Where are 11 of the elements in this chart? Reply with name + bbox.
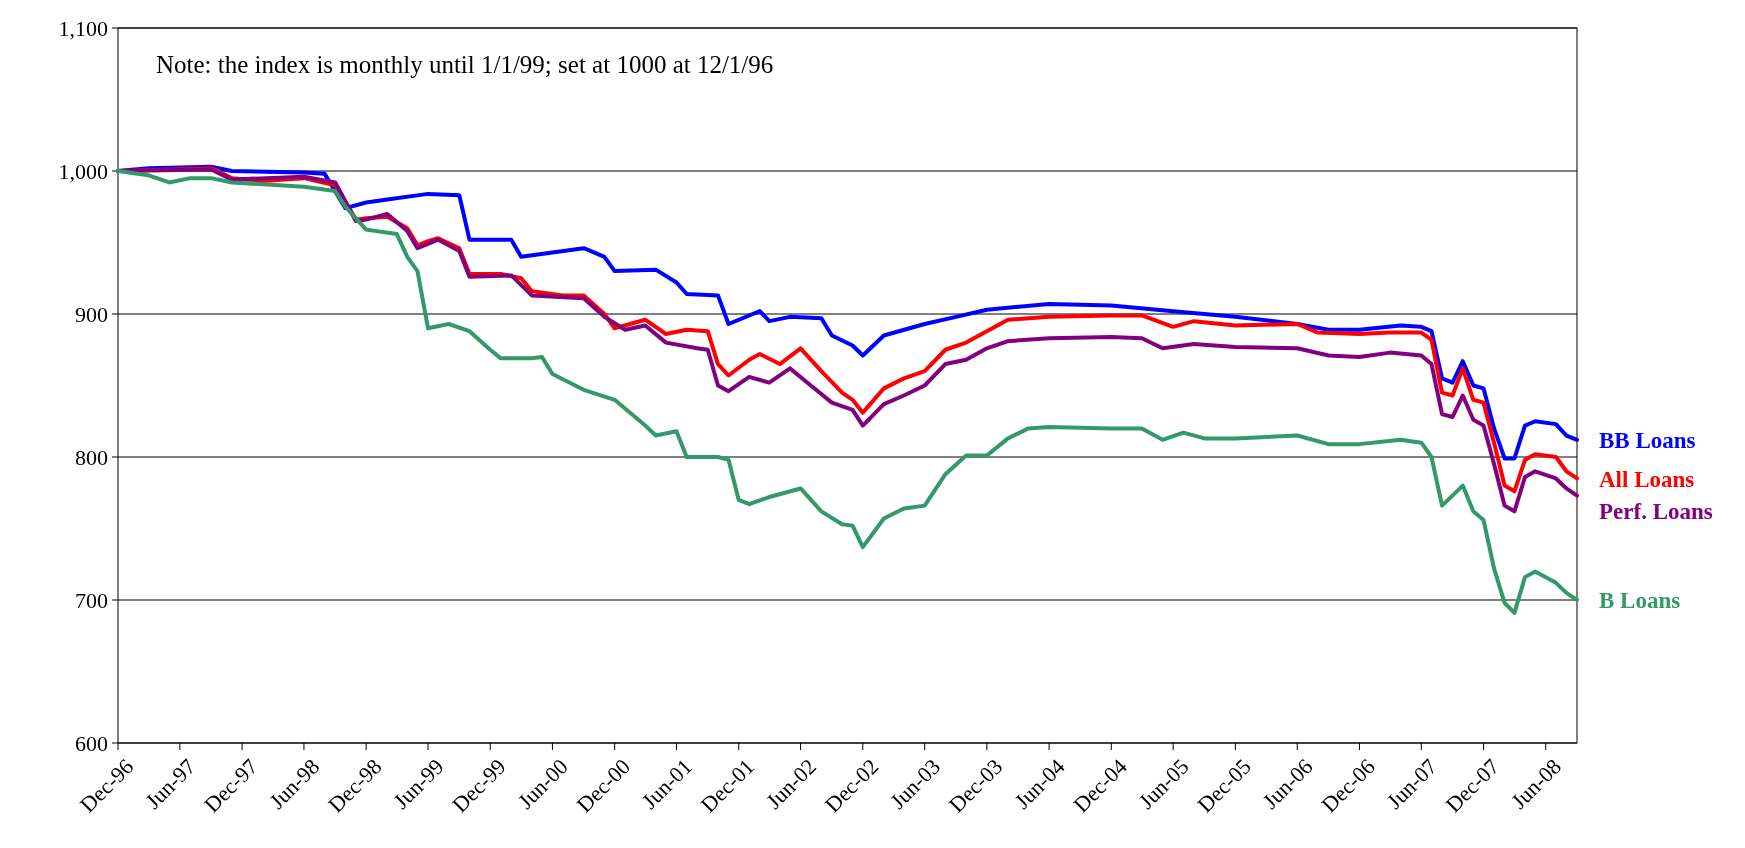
- y-tick-label: 1,100: [58, 15, 108, 41]
- series-label: BB Loans: [1599, 427, 1696, 453]
- y-tick-label: 900: [75, 301, 108, 327]
- series-label: B Loans: [1599, 588, 1681, 614]
- annotation: Note: the index is monthly until 1/1/99; set at 1000 at 12/1/96: [156, 51, 774, 78]
- series-label: All Loans: [1599, 466, 1695, 492]
- y-tick-label: 800: [75, 444, 108, 470]
- series-label: Perf. Loans: [1599, 498, 1713, 524]
- y-tick-label: 700: [75, 587, 108, 613]
- y-tick-label: 600: [75, 730, 108, 756]
- y-tick-label: 1,000: [58, 158, 108, 184]
